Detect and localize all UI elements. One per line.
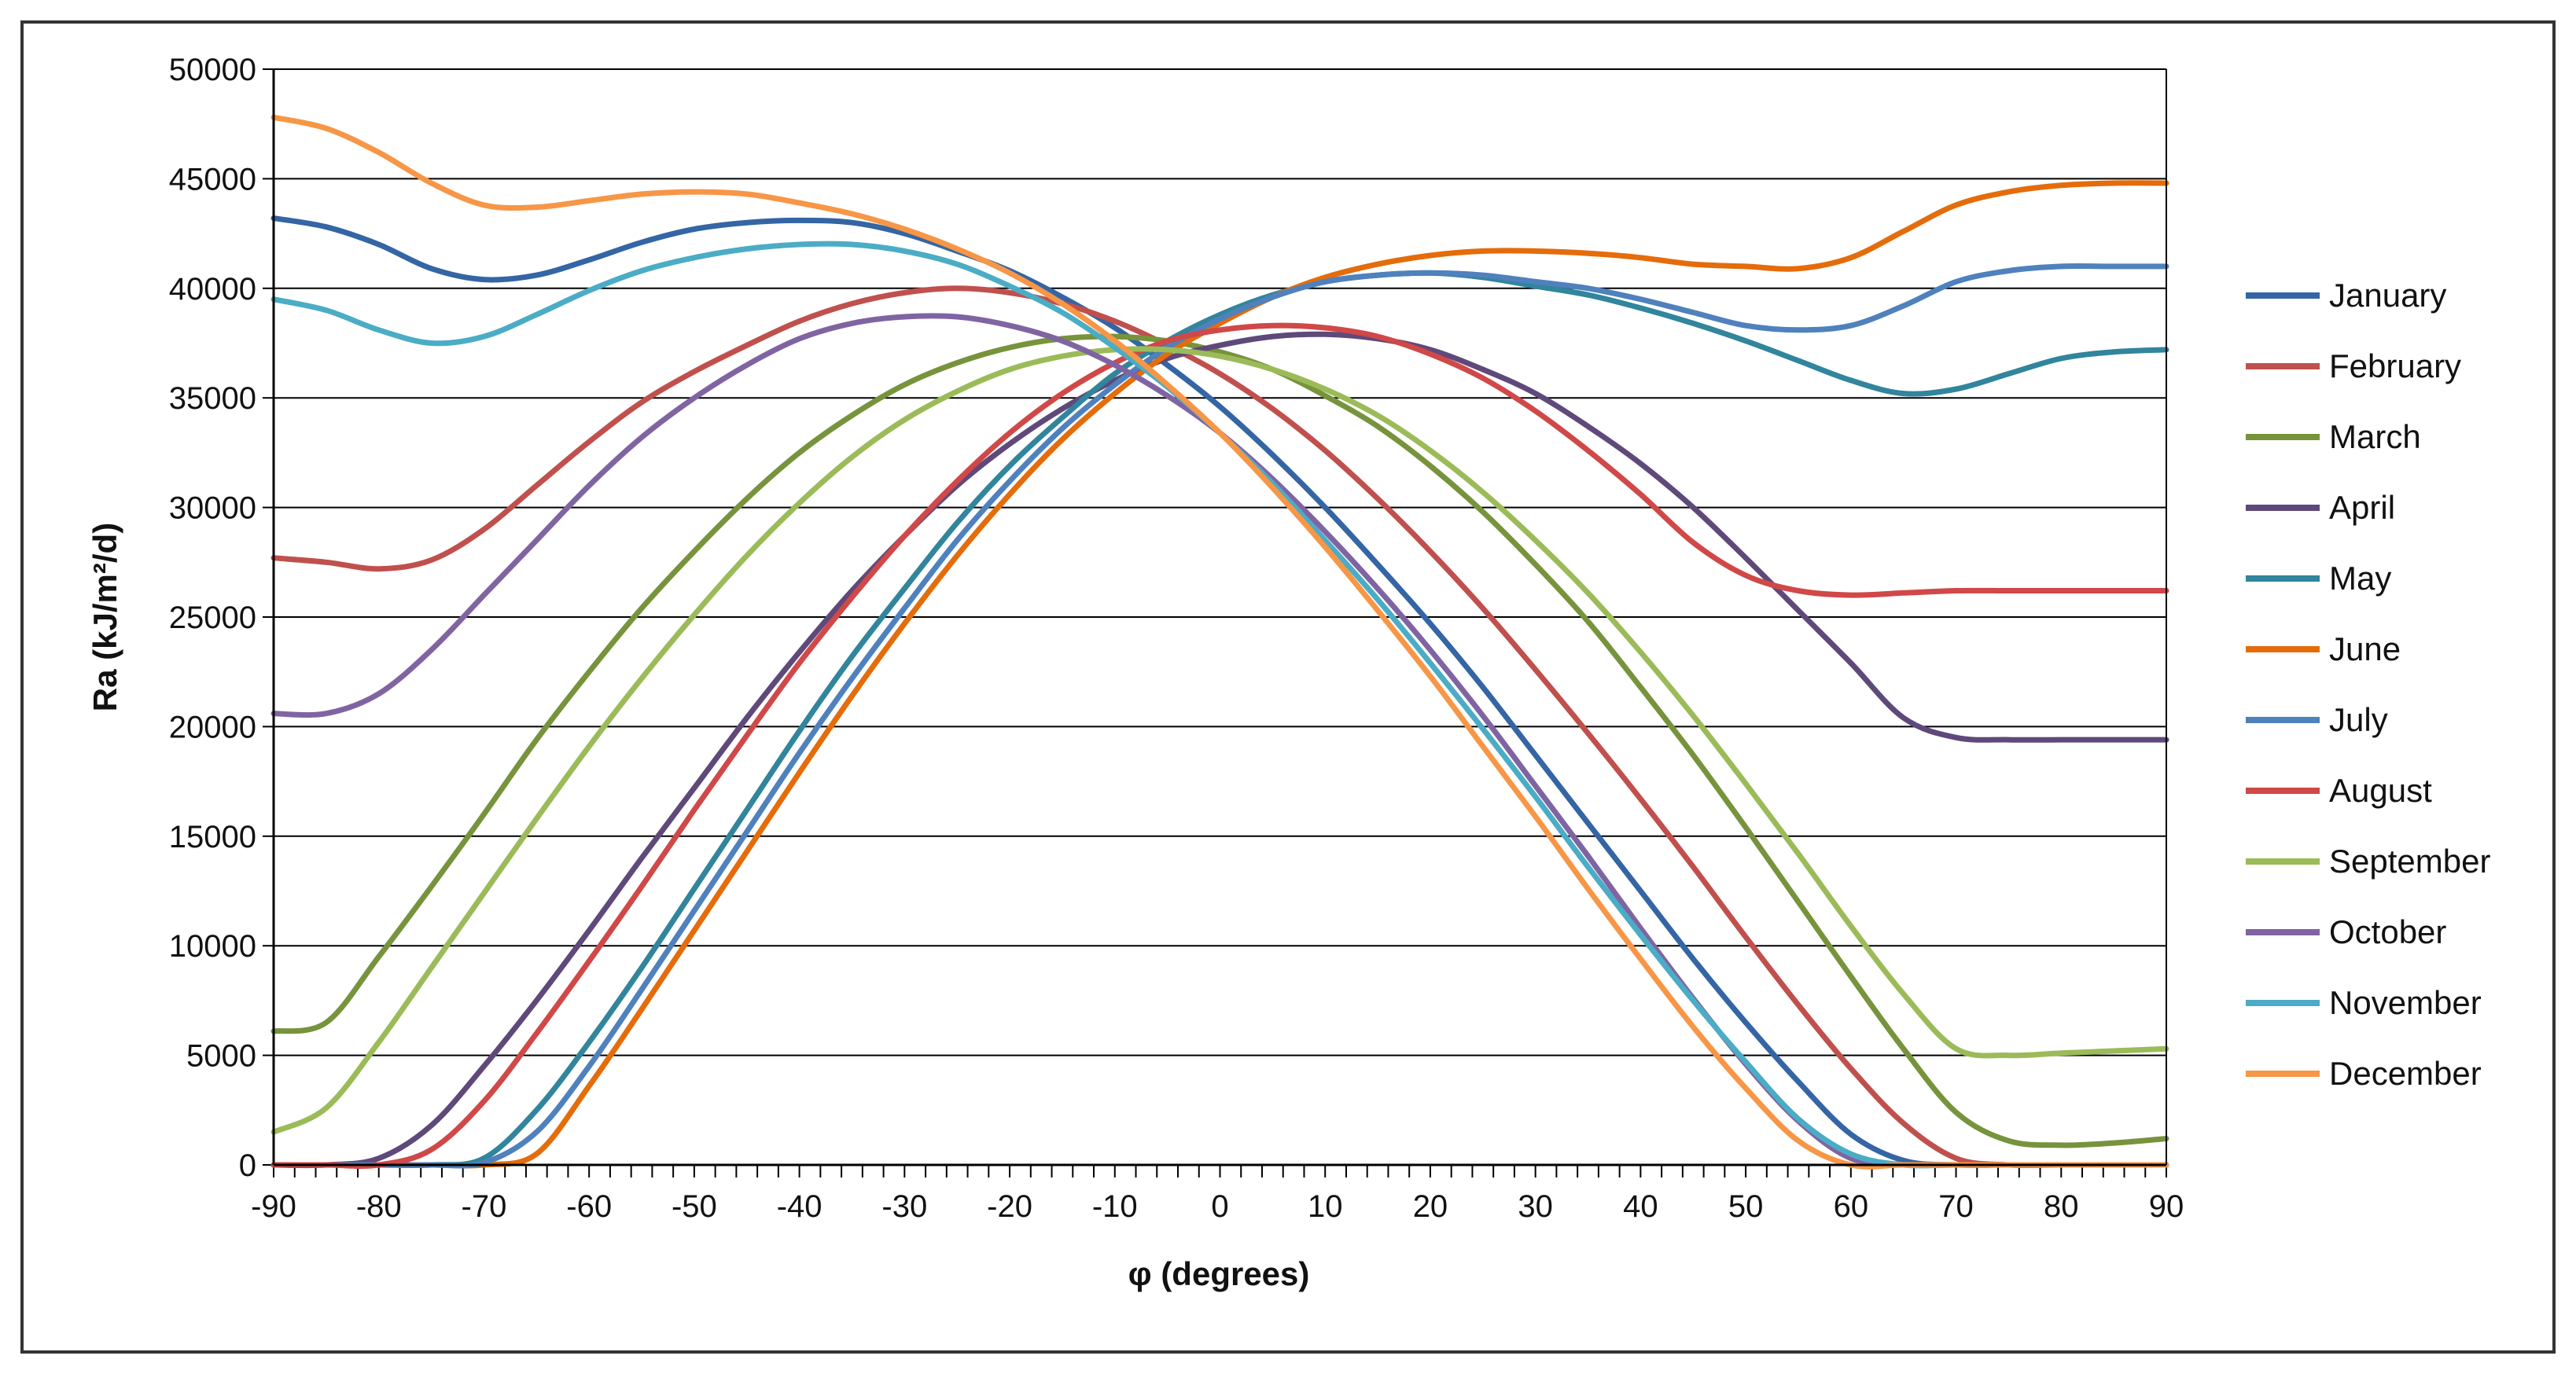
legend-label-july: July: [2329, 701, 2388, 738]
legend-label-may: May: [2329, 560, 2391, 597]
legend-label-june: June: [2329, 630, 2401, 667]
x-tick-label: -40: [777, 1189, 822, 1224]
legend-label-august: August: [2329, 772, 2432, 809]
x-tick-label: -90: [251, 1189, 296, 1224]
legend-label-january: January: [2329, 277, 2446, 314]
y-tick-label: 30000: [169, 491, 256, 526]
series-line-january: [270, 215, 2169, 1168]
legend-label-october: October: [2329, 913, 2446, 950]
chart-frame: [20, 20, 2556, 1354]
series-line-april: [270, 331, 2169, 1169]
x-tick-label: 50: [1728, 1189, 1764, 1224]
x-tick-label: 0: [1211, 1189, 1228, 1224]
y-tick-label: 0: [239, 1148, 256, 1183]
series-line-february: [270, 285, 2169, 1169]
y-tick-label: 10000: [169, 929, 256, 964]
series-line-march: [270, 333, 2169, 1148]
x-tick-label: 20: [1413, 1189, 1448, 1224]
x-axis-title: φ (degrees): [1128, 1255, 1310, 1292]
y-tick-label: 15000: [169, 820, 256, 854]
y-tick-label: 5000: [186, 1039, 256, 1074]
y-tick-label: 50000: [169, 53, 256, 87]
x-tick-label: -20: [987, 1189, 1032, 1224]
y-tick-label: 35000: [169, 381, 256, 416]
x-tick-label: 80: [2044, 1189, 2079, 1224]
series-line-august: [270, 322, 2169, 1169]
x-tick-label: -50: [672, 1189, 717, 1224]
x-tick-label: -30: [881, 1189, 927, 1224]
x-tick-label: 60: [1834, 1189, 1869, 1224]
y-tick-label: 20000: [169, 710, 256, 744]
series-line-december: [270, 114, 2169, 1170]
legend-label-november: November: [2329, 984, 2482, 1021]
series-line-november: [270, 241, 2169, 1169]
legend-label-april: April: [2329, 489, 2395, 526]
y-tick-label: 40000: [169, 272, 256, 307]
x-tick-label: -60: [566, 1189, 612, 1224]
legend-label-september: September: [2329, 843, 2490, 880]
series-lines: [270, 114, 2169, 1170]
series-line-september: [270, 346, 2169, 1135]
x-tick-label: -70: [462, 1189, 507, 1224]
y-tick-label: 45000: [169, 162, 256, 197]
series-line-october: [270, 313, 2169, 1169]
x-tick-label: -10: [1092, 1189, 1138, 1224]
legend-label-december: December: [2329, 1055, 2482, 1092]
series-line-june: [270, 180, 2169, 1169]
legend-label-march: March: [2329, 418, 2421, 455]
x-tick-label: 40: [1623, 1189, 1658, 1224]
x-tick-label: -80: [356, 1189, 402, 1224]
y-tick-label: 25000: [169, 601, 256, 635]
x-tick-label: 30: [1518, 1189, 1553, 1224]
legend-label-february: February: [2329, 347, 2461, 384]
x-tick-label: 70: [1938, 1189, 1974, 1224]
y-axis-title: Ra (kJ/m²/d): [86, 523, 123, 711]
axis-ticks: [263, 68, 2167, 1177]
tick-labels: 0 5000 10000 15000 20000 25000 30000 35000 40000…: [169, 53, 2184, 1224]
axes: [272, 69, 2167, 1166]
x-tick-label: 90: [2149, 1189, 2184, 1224]
legend: January February March April May June July Augu…: [2246, 277, 2490, 1092]
x-tick-label: 10: [1308, 1189, 1343, 1224]
